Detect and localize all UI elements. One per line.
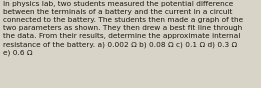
Text: In physics lab, two students measured the potential difference
between the termi: In physics lab, two students measured th… [3,1,243,56]
